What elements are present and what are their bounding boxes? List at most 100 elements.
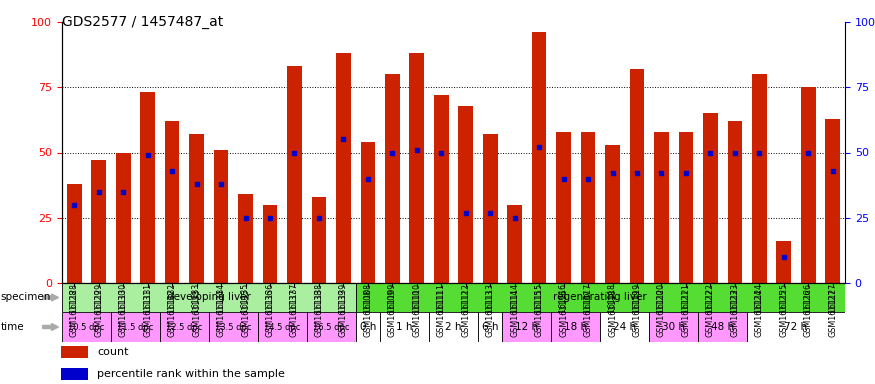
Bar — [209, 312, 258, 342]
Text: GSM161131: GSM161131 — [144, 283, 152, 329]
Text: GSM161112: GSM161112 — [461, 283, 470, 329]
Text: GSM161118: GSM161118 — [608, 283, 617, 329]
Text: GSM161124: GSM161124 — [755, 283, 764, 329]
Bar — [502, 312, 551, 342]
Bar — [727, 121, 742, 283]
Text: 14.5 dpc: 14.5 dpc — [264, 323, 300, 331]
Text: regenerating liver: regenerating liver — [554, 293, 648, 303]
Text: GSM161120: GSM161120 — [657, 283, 666, 329]
Bar — [355, 312, 380, 342]
Text: GSM161126: GSM161126 — [804, 283, 813, 329]
Text: time: time — [1, 322, 24, 332]
Bar — [238, 194, 253, 283]
Text: 48 h: 48 h — [711, 322, 734, 332]
Text: GSM161136: GSM161136 — [265, 283, 275, 329]
Bar — [649, 312, 698, 342]
Bar — [679, 132, 693, 283]
Bar — [380, 312, 429, 342]
Bar — [62, 312, 111, 342]
Text: specimen: specimen — [1, 293, 52, 303]
Bar — [336, 53, 351, 283]
Text: 11.5 dpc: 11.5 dpc — [117, 323, 154, 331]
Text: GSM161114: GSM161114 — [510, 283, 519, 329]
Bar — [630, 69, 644, 283]
Bar — [61, 346, 88, 358]
Text: GSM161109: GSM161109 — [388, 283, 397, 329]
Text: GSM161139: GSM161139 — [339, 283, 348, 329]
Bar — [507, 205, 522, 283]
Text: GSM161135: GSM161135 — [241, 283, 250, 329]
Bar — [91, 161, 106, 283]
Text: 12 h: 12 h — [515, 322, 538, 332]
Bar — [262, 205, 277, 283]
Bar — [429, 312, 478, 342]
Text: GSM161110: GSM161110 — [412, 283, 421, 329]
Bar — [258, 312, 307, 342]
Text: GSM161130: GSM161130 — [119, 283, 128, 329]
Text: 0 h: 0 h — [360, 322, 376, 332]
Bar — [189, 134, 204, 283]
Text: GSM161122: GSM161122 — [706, 283, 715, 329]
Text: GSM161128: GSM161128 — [70, 283, 79, 329]
Text: GSM161111: GSM161111 — [437, 283, 445, 329]
Text: GSM161117: GSM161117 — [584, 283, 592, 329]
Text: GSM161108: GSM161108 — [363, 283, 373, 329]
Text: GSM161113: GSM161113 — [486, 283, 494, 329]
Text: count: count — [97, 347, 129, 357]
Text: 10.5 dpc: 10.5 dpc — [68, 323, 105, 331]
Bar — [483, 134, 498, 283]
Text: GSM161121: GSM161121 — [682, 283, 690, 329]
Text: 18 h: 18 h — [564, 322, 587, 332]
Bar — [385, 74, 400, 283]
Text: GSM161133: GSM161133 — [192, 283, 201, 329]
Bar — [825, 119, 840, 283]
Bar — [61, 368, 88, 380]
Text: GSM161129: GSM161129 — [94, 283, 103, 329]
Bar — [164, 121, 179, 283]
Text: 12.5 dpc: 12.5 dpc — [166, 323, 202, 331]
Bar — [116, 152, 130, 283]
Bar — [551, 312, 600, 342]
Text: 16.5 dpc: 16.5 dpc — [313, 323, 349, 331]
Text: 6 h: 6 h — [482, 322, 499, 332]
Text: percentile rank within the sample: percentile rank within the sample — [97, 369, 284, 379]
Bar — [581, 132, 595, 283]
Bar — [606, 145, 620, 283]
Bar — [747, 312, 845, 342]
Bar — [360, 142, 375, 283]
Text: GSM161134: GSM161134 — [216, 283, 226, 329]
Text: GSM161125: GSM161125 — [780, 283, 788, 329]
Bar — [307, 312, 355, 342]
Bar — [111, 312, 160, 342]
Bar — [654, 132, 668, 283]
Text: 1 h: 1 h — [396, 322, 413, 332]
Bar — [287, 66, 302, 283]
Bar — [698, 312, 747, 342]
Bar — [66, 184, 81, 283]
Text: GSM161123: GSM161123 — [731, 283, 739, 329]
Bar — [355, 283, 845, 312]
Text: 24 h: 24 h — [613, 322, 636, 332]
Text: developing liver: developing liver — [167, 293, 251, 303]
Bar — [556, 132, 571, 283]
Text: GSM161119: GSM161119 — [633, 283, 641, 329]
Text: 13.5 dpc: 13.5 dpc — [215, 323, 251, 331]
Text: GSM161137: GSM161137 — [290, 283, 299, 329]
Text: GSM161127: GSM161127 — [829, 283, 837, 329]
Bar — [160, 312, 209, 342]
Text: 72 h: 72 h — [785, 322, 808, 332]
Bar — [62, 283, 355, 312]
Text: 2 h: 2 h — [445, 322, 462, 332]
Bar — [434, 95, 449, 283]
Text: 30 h: 30 h — [662, 322, 685, 332]
Text: GSM161132: GSM161132 — [168, 283, 177, 329]
Bar — [752, 74, 766, 283]
Text: GSM161115: GSM161115 — [535, 283, 543, 329]
Bar — [410, 53, 424, 283]
Bar — [214, 150, 228, 283]
Text: GSM161138: GSM161138 — [314, 283, 324, 329]
Bar — [600, 312, 649, 342]
Bar — [458, 106, 473, 283]
Bar — [478, 312, 502, 342]
Text: GDS2577 / 1457487_at: GDS2577 / 1457487_at — [62, 15, 223, 29]
